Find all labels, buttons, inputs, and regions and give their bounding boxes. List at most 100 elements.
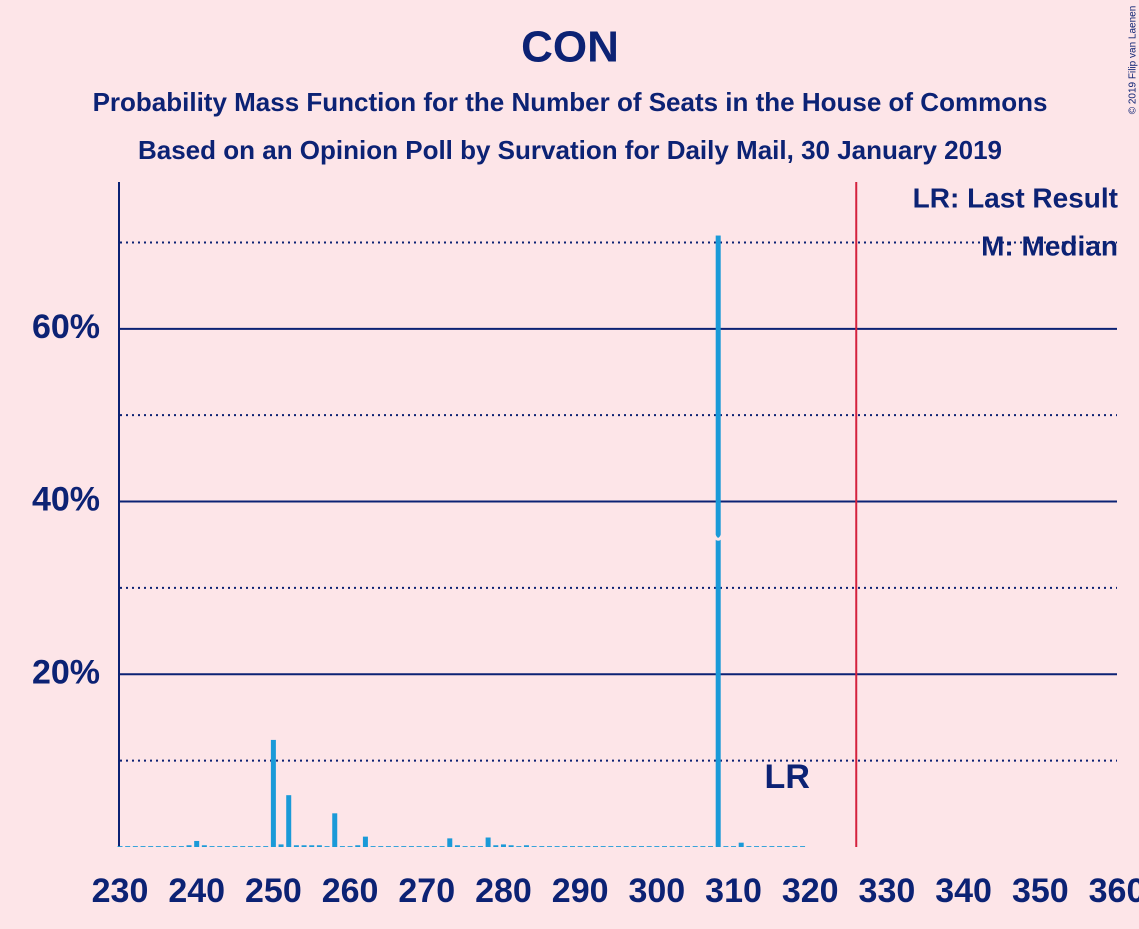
bar (600, 846, 606, 847)
bar (592, 846, 598, 847)
bar (800, 846, 806, 847)
bar (577, 846, 583, 847)
bar (792, 846, 798, 847)
bar (685, 846, 691, 847)
x-tick-label: 290 (552, 872, 609, 910)
bar (485, 837, 491, 847)
bar (163, 846, 169, 847)
bar (347, 846, 353, 847)
bar (477, 846, 483, 847)
bar (247, 846, 253, 847)
bar (769, 846, 775, 847)
bar (746, 846, 752, 847)
bar (777, 846, 783, 847)
bar (569, 846, 575, 847)
bar (646, 846, 652, 847)
bar (332, 813, 338, 847)
bar (500, 844, 506, 847)
bar (784, 846, 790, 847)
bar (692, 846, 698, 847)
bar (316, 845, 322, 847)
bar (255, 846, 261, 847)
x-tick-label: 310 (705, 872, 762, 910)
bar (385, 846, 391, 847)
bar (761, 846, 767, 847)
bar (616, 846, 621, 847)
bar (654, 846, 660, 847)
x-tick-label: 240 (168, 872, 225, 910)
bar (754, 846, 760, 847)
bar (132, 846, 138, 847)
chart-subtitle: Based on an Opinion Poll by Survation fo… (138, 135, 1002, 165)
bar (224, 846, 230, 847)
bar (362, 836, 368, 847)
bar (194, 840, 200, 847)
bar (393, 846, 399, 847)
bar (554, 846, 560, 847)
bar (662, 846, 668, 847)
median-marker (712, 534, 724, 541)
x-tick-label: 340 (935, 872, 992, 910)
bar (700, 846, 706, 847)
bar (171, 846, 177, 847)
bar (508, 845, 514, 847)
bar (201, 845, 207, 847)
bar (723, 846, 729, 847)
bar (232, 846, 238, 847)
bar (424, 846, 430, 847)
x-tick-label: 260 (322, 872, 379, 910)
bar (408, 846, 414, 847)
bar (539, 846, 545, 847)
bar (738, 842, 744, 847)
bar (355, 845, 361, 847)
x-tick-label: 300 (628, 872, 685, 910)
legend-entry: M: Median (981, 230, 1118, 261)
bar (155, 846, 161, 847)
copyright: © 2019 Filip van Laenen (1128, 6, 1139, 115)
bar (447, 838, 453, 847)
bar (523, 845, 529, 847)
bar (715, 235, 721, 847)
bar (677, 846, 683, 847)
bar (370, 846, 376, 847)
bar (293, 845, 299, 847)
bar (731, 846, 737, 847)
y-tick-label: 60% (32, 308, 100, 346)
bar (286, 795, 292, 847)
bar (531, 846, 537, 847)
bar (263, 846, 269, 847)
bar (708, 846, 714, 847)
bar (431, 846, 437, 847)
bar (470, 846, 476, 847)
bar (209, 846, 215, 847)
bar (631, 846, 637, 847)
bar (186, 845, 192, 847)
bar (623, 846, 629, 847)
bar (608, 846, 614, 847)
x-tick-label: 330 (859, 872, 916, 910)
bar (516, 846, 522, 847)
x-tick-label: 320 (782, 872, 839, 910)
x-tick-label: 250 (245, 872, 302, 910)
x-tick-label: 350 (1012, 872, 1069, 910)
bar (240, 846, 246, 847)
bar (546, 846, 552, 847)
x-tick-label: 280 (475, 872, 532, 910)
legend-entry: LR: Last Result (913, 182, 1118, 213)
chart-title: CON (521, 23, 619, 72)
y-tick-label: 20% (32, 653, 100, 691)
bar (117, 846, 123, 847)
bar (462, 846, 468, 847)
chart-subtitle: Probability Mass Function for the Number… (93, 87, 1048, 117)
x-tick-label: 270 (398, 872, 455, 910)
bar (125, 846, 131, 847)
bar (178, 846, 184, 847)
bar (324, 846, 330, 847)
bar (140, 846, 146, 847)
bar (585, 846, 591, 847)
bar (378, 846, 384, 847)
last-result-label: LR (765, 758, 810, 796)
bar (454, 845, 460, 847)
bar (148, 846, 154, 847)
